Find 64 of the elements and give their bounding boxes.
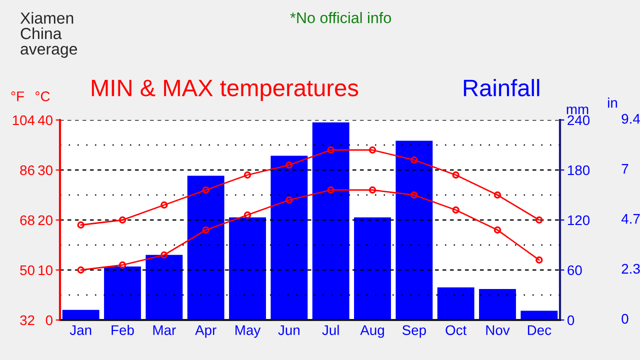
- text: *No official info: [290, 12, 391, 24]
- text: 4.7: [621, 214, 640, 224]
- y3-axis-title: °F: [11, 91, 24, 102]
- x-tick-label: Aug: [360, 325, 384, 338]
- text: 0: [622, 314, 628, 324]
- text: in: [608, 98, 618, 108]
- y2-tick-label: 180: [568, 165, 590, 176]
- y2-tick-label: 0: [567, 315, 574, 326]
- x-tick-label: Sep: [402, 325, 426, 338]
- y-tick-label: 0: [46, 315, 53, 326]
- y2-axis-title: mm: [566, 106, 588, 114]
- point: [494, 226, 502, 234]
- chart-title: MIN & MAX temperatures: [92, 80, 358, 102]
- point: [452, 171, 460, 179]
- y3-tick-label: 104: [12, 115, 35, 126]
- y-axis-title: °C: [36, 91, 50, 102]
- x-tick-label: Dec: [528, 325, 552, 336]
- text: Xiamen China average: [20, 12, 78, 58]
- point: [244, 171, 252, 179]
- x-tick-label: May: [236, 325, 261, 338]
- y3-tick-label: 68: [20, 215, 34, 226]
- point: [286, 196, 293, 204]
- x-tick-label: Feb: [112, 324, 134, 336]
- x-tick-label: Jun: [278, 325, 300, 336]
- text: 2.3: [622, 264, 640, 274]
- point: [327, 186, 334, 194]
- point: [118, 261, 126, 269]
- y2-tick-label: 60: [568, 265, 582, 276]
- text: 7: [622, 164, 628, 174]
- point: [286, 161, 293, 169]
- y-tick-label: 30: [38, 165, 53, 176]
- y-tick-label: 40: [38, 115, 53, 126]
- y2-tick-label: 120: [568, 215, 590, 226]
- point: [77, 221, 84, 229]
- point: [368, 146, 376, 154]
- chart-subtitle: Rainfall: [464, 78, 540, 96]
- y-tick-label: 20: [38, 215, 53, 226]
- x-tick-label: Apr: [195, 325, 216, 338]
- point: [410, 191, 418, 199]
- point: [77, 266, 84, 274]
- y3-tick-label: 32: [20, 315, 34, 326]
- y2-tick-label: 240: [568, 115, 590, 126]
- point: [327, 146, 334, 154]
- point: [536, 216, 543, 224]
- point: [202, 186, 210, 194]
- x-tick-label: Mar: [153, 325, 176, 336]
- point: [410, 156, 418, 164]
- x-tick-label: Nov: [486, 325, 510, 336]
- y-tick-label: 10: [38, 265, 53, 276]
- point: [244, 211, 252, 219]
- point: [452, 206, 460, 214]
- point: [536, 256, 543, 264]
- point: [368, 186, 376, 194]
- point: [494, 191, 502, 199]
- point: [160, 201, 168, 209]
- point: [118, 216, 126, 224]
- x-tick-label: Jan: [70, 325, 92, 336]
- x-tick-label: Oct: [446, 325, 467, 336]
- y3-tick-label: 86: [20, 165, 34, 176]
- x-tick-label: Jul: [322, 324, 339, 336]
- y3-tick-label: 50: [20, 265, 34, 276]
- point: [202, 226, 210, 234]
- text: 9.4: [622, 114, 640, 124]
- point: [160, 251, 168, 259]
